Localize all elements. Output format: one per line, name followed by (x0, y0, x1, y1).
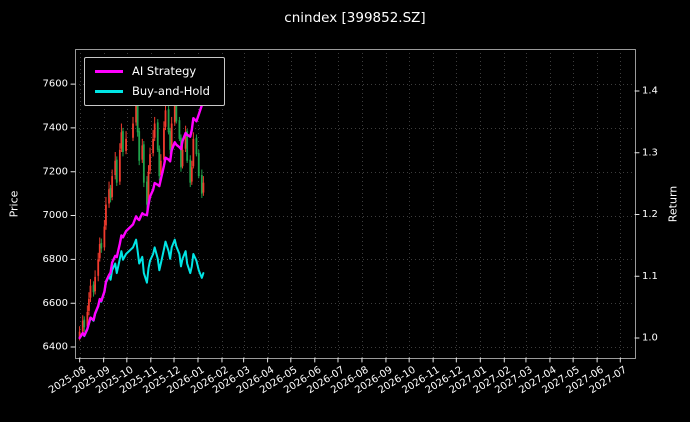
buy-and-hold-line-swatch (95, 89, 123, 93)
legend-item-buy-and-hold: Buy-and-Hold (95, 83, 210, 98)
legend-item-ai-strategy: AI Strategy (95, 64, 210, 78)
chart-title: cnindex [399852.SZ] (284, 10, 426, 26)
legend-label-buy-and-hold: Buy-and-Hold (132, 83, 210, 98)
legend: AI Strategy Buy-and-Hold (84, 57, 225, 106)
return-axis-label: Return (666, 185, 680, 223)
price-axis-label: Price (7, 190, 21, 218)
legend-label-ai-strategy: AI Strategy (132, 64, 197, 78)
ai-strategy-line-swatch (95, 70, 123, 74)
